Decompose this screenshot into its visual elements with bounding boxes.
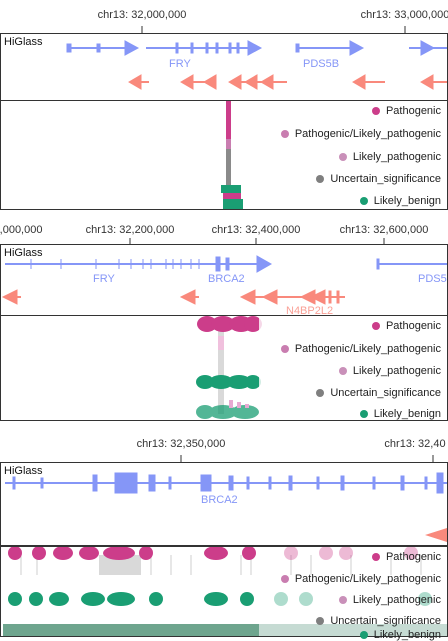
axis-tick-label: 2,000,000	[0, 224, 43, 236]
legend-item: Pathogenic	[371, 105, 441, 117]
legend-item: Likely_pathogenic	[338, 151, 441, 163]
legend-label: Pathogenic	[385, 105, 441, 117]
clinvar-track-panel[interactable]: Pathogenic Pathogenic/Likely_pathogenic …	[0, 315, 448, 421]
axis-tick-label: chr13: 32,600,000	[339, 224, 429, 236]
legend-dot-icon	[280, 130, 289, 138]
clinical-significance-legend: Pathogenic Pathogenic/Likely_pathogenic …	[241, 547, 441, 641]
top-axis: chr13: 32,000,000 chr13: 33,000,000	[0, 0, 448, 34]
legend-dot-icon	[280, 345, 289, 353]
legend-label: Likely_pathogenic	[352, 365, 441, 377]
axis-tick-label: chr13: 32,400,000	[211, 224, 301, 236]
axis-tick-label: chr13: 32,350,000	[136, 438, 226, 450]
legend-label: Pathogenic/Likely_pathogenic	[294, 128, 441, 140]
gene-label: BRCA2	[208, 273, 245, 285]
legend-label: Likely_benign	[373, 629, 441, 641]
view-3: chr13: 32,350,000 chr13: 32,40 HiGlass	[0, 430, 448, 641]
variant-lollipop-plot[interactable]	[1, 316, 447, 420]
axis-tick-label: chr13: 33,000,000	[360, 9, 448, 21]
legend-label: Pathogenic	[385, 320, 441, 332]
gene-track-panel[interactable]: HiGlass	[0, 462, 448, 546]
legend-label: Likely_benign	[373, 195, 441, 207]
axis-ticks	[141, 26, 406, 34]
top-axis: chr13: 32,350,000 chr13: 32,40	[0, 430, 448, 463]
gene-annotations[interactable]	[1, 245, 447, 315]
legend-dot-icon	[359, 197, 368, 205]
legend-label: Pathogenic	[385, 551, 441, 563]
legend-item: Pathogenic	[371, 551, 441, 563]
gene-annotations[interactable]	[1, 34, 447, 100]
legend-dot-icon	[371, 322, 380, 330]
axis-tick-label: chr13: 32,40	[384, 438, 446, 450]
higlass-label: HiGlass	[4, 465, 43, 477]
legend-dot-icon	[359, 631, 368, 639]
legend-item: Uncertain_significance	[316, 387, 441, 399]
gene-label: FRY	[169, 58, 191, 70]
legend-item: Pathogenic/Likely_pathogenic	[280, 343, 441, 355]
axis-tick-label: chr13: 32,000,000	[97, 9, 187, 21]
legend-label: Likely_pathogenic	[352, 151, 441, 163]
gene-label: FRY	[93, 273, 115, 285]
gene-label: BRCA2	[201, 494, 238, 506]
legend-dot-icon	[338, 153, 347, 161]
axis-tick-label: chr13: 32,200,000	[85, 224, 175, 236]
legend-item: Likely_benign	[359, 408, 441, 420]
clinical-significance-legend: Pathogenic Pathogenic/Likely_pathogenic …	[241, 101, 441, 209]
legend-dot-icon	[316, 389, 325, 397]
legend-item: Pathogenic/Likely_pathogenic	[280, 128, 441, 140]
legend-label: Pathogenic/Likely_pathogenic	[294, 343, 441, 355]
legend-dot-icon	[338, 596, 347, 604]
legend-item: Uncertain_significance	[316, 615, 441, 627]
axis-ticks	[180, 455, 434, 463]
clinical-significance-legend: Pathogenic Pathogenic/Likely_pathogenic …	[241, 316, 441, 420]
top-axis: 2,000,000 chr13: 32,200,000 chr13: 32,40…	[0, 215, 448, 245]
legend-item: Likely_pathogenic	[338, 594, 441, 606]
legend-item: Pathogenic/Likely_pathogenic	[280, 573, 441, 585]
gene-label: PDS5B	[303, 58, 340, 70]
legend-item: Likely_benign	[359, 195, 441, 207]
legend-dot-icon	[280, 575, 289, 583]
gene-track-panel[interactable]: HiGlass	[0, 244, 448, 316]
variant-lollipop-plot[interactable]	[1, 547, 447, 636]
legend-item: Likely_pathogenic	[338, 365, 441, 377]
higlass-label: HiGlass	[4, 247, 43, 259]
legend-dot-icon	[338, 367, 347, 375]
legend-label: Uncertain_significance	[330, 615, 441, 627]
view-2: 2,000,000 chr13: 32,200,000 chr13: 32,40…	[0, 215, 448, 421]
higlass-label: HiGlass	[4, 36, 43, 48]
legend-dot-icon	[371, 107, 380, 115]
legend-item: Pathogenic	[371, 320, 441, 332]
gene-annotations[interactable]	[1, 463, 447, 545]
axis-ticks	[129, 238, 385, 245]
legend-item: Uncertain_significance	[316, 173, 441, 185]
clinvar-track-panel[interactable]: Pathogenic Pathogenic/Likely_pathogenic …	[0, 100, 448, 210]
gene-label: PDS5	[418, 273, 447, 285]
legend-label: Uncertain_significance	[330, 173, 441, 185]
variant-histogram[interactable]	[1, 101, 447, 209]
legend-dot-icon	[371, 553, 380, 561]
legend-label: Likely_pathogenic	[352, 594, 441, 606]
legend-dot-icon	[316, 175, 325, 183]
legend-label: Likely_benign	[373, 408, 441, 420]
legend-label: Pathogenic/Likely_pathogenic	[294, 573, 441, 585]
clinvar-track-panel[interactable]: Pathogenic Pathogenic/Likely_pathogenic …	[0, 546, 448, 641]
legend-label: Uncertain_significance	[330, 387, 441, 399]
legend-dot-icon	[316, 617, 325, 625]
view-1: chr13: 32,000,000 chr13: 33,000,000 HiGl…	[0, 0, 448, 210]
gene-label: N4BP2L2	[286, 306, 334, 315]
legend-dot-icon	[359, 410, 368, 418]
gene-track-panel[interactable]: HiGlass	[0, 33, 448, 101]
